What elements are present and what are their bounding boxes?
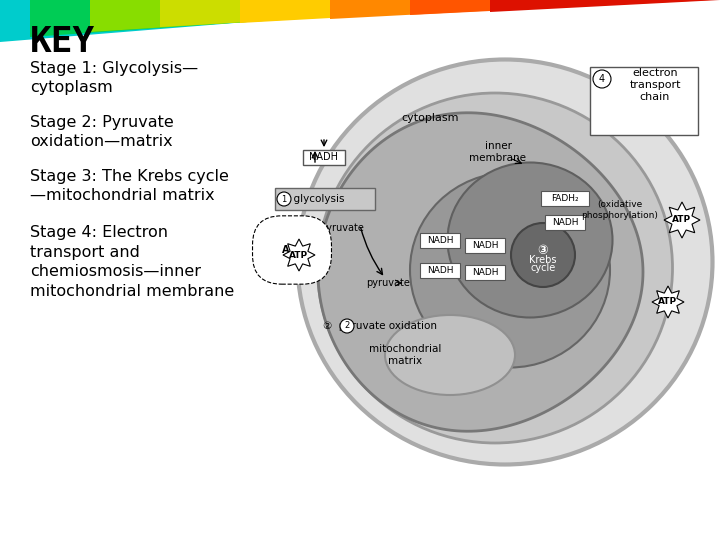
Text: Stage 3: The Krebs cycle
—mitochondrial matrix: Stage 3: The Krebs cycle —mitochondrial … — [30, 168, 229, 204]
Text: Stage 4: Electron
transport and
chemiosmosis—inner
mitochondrial membrane: Stage 4: Electron transport and chemiosm… — [30, 225, 234, 299]
Polygon shape — [90, 0, 500, 32]
Text: 2: 2 — [344, 321, 350, 330]
Ellipse shape — [385, 315, 515, 395]
FancyBboxPatch shape — [420, 263, 460, 278]
Text: NADH: NADH — [472, 268, 498, 277]
Polygon shape — [240, 0, 620, 23]
Text: KEY: KEY — [30, 25, 95, 59]
Text: pyruvate: pyruvate — [366, 278, 410, 288]
FancyBboxPatch shape — [303, 150, 345, 165]
Text: pyruvate: pyruvate — [320, 223, 364, 233]
FancyBboxPatch shape — [541, 191, 589, 206]
Polygon shape — [652, 286, 684, 318]
Text: ATP: ATP — [672, 215, 692, 225]
Text: NADH: NADH — [310, 152, 338, 163]
Circle shape — [511, 223, 575, 287]
Circle shape — [340, 319, 354, 333]
Text: ① glycolysis: ① glycolysis — [282, 194, 345, 204]
Polygon shape — [0, 0, 370, 42]
FancyBboxPatch shape — [420, 233, 460, 248]
FancyBboxPatch shape — [465, 265, 505, 280]
Text: (oxidative
phosphorylation): (oxidative phosphorylation) — [582, 200, 658, 220]
Text: ②  pyruvate oxidation: ② pyruvate oxidation — [323, 321, 437, 331]
Polygon shape — [664, 202, 700, 238]
Text: ③: ③ — [538, 244, 549, 256]
Text: NADH: NADH — [427, 266, 454, 275]
Text: Stage 1: Glycolysis—
cytoplasm: Stage 1: Glycolysis— cytoplasm — [30, 60, 198, 96]
Ellipse shape — [410, 172, 610, 368]
Text: ATP: ATP — [289, 251, 309, 260]
Polygon shape — [318, 113, 643, 431]
FancyBboxPatch shape — [275, 188, 375, 210]
Text: glucose: glucose — [264, 223, 302, 233]
Text: FADH₂: FADH₂ — [552, 194, 579, 203]
Polygon shape — [410, 0, 710, 15]
Polygon shape — [30, 0, 430, 37]
Text: 4: 4 — [599, 74, 605, 84]
Text: NADH: NADH — [552, 218, 578, 227]
Polygon shape — [330, 0, 670, 19]
Text: Stage 2: Pyruvate
oxidation—matrix: Stage 2: Pyruvate oxidation—matrix — [30, 114, 174, 150]
Polygon shape — [160, 0, 560, 27]
FancyBboxPatch shape — [545, 215, 585, 230]
Text: cycle: cycle — [531, 263, 556, 273]
Text: ATP: ATP — [658, 298, 678, 307]
Text: electron
transport
chain: electron transport chain — [629, 68, 680, 103]
Text: cytoplasm: cytoplasm — [401, 113, 459, 123]
Text: mitochondrial
matrix: mitochondrial matrix — [369, 344, 441, 366]
Circle shape — [277, 192, 291, 206]
Ellipse shape — [318, 93, 672, 443]
FancyBboxPatch shape — [465, 238, 505, 253]
FancyBboxPatch shape — [590, 67, 698, 135]
Text: NADH: NADH — [427, 236, 454, 245]
Circle shape — [593, 70, 611, 88]
Text: 1: 1 — [282, 194, 287, 204]
Polygon shape — [490, 0, 720, 12]
Text: inner
membrane: inner membrane — [469, 141, 526, 163]
Text: ATP: ATP — [282, 245, 302, 255]
Ellipse shape — [448, 163, 613, 318]
Polygon shape — [283, 239, 315, 271]
Text: Krebs: Krebs — [529, 255, 557, 265]
Ellipse shape — [297, 59, 713, 464]
Text: NADH: NADH — [472, 241, 498, 250]
